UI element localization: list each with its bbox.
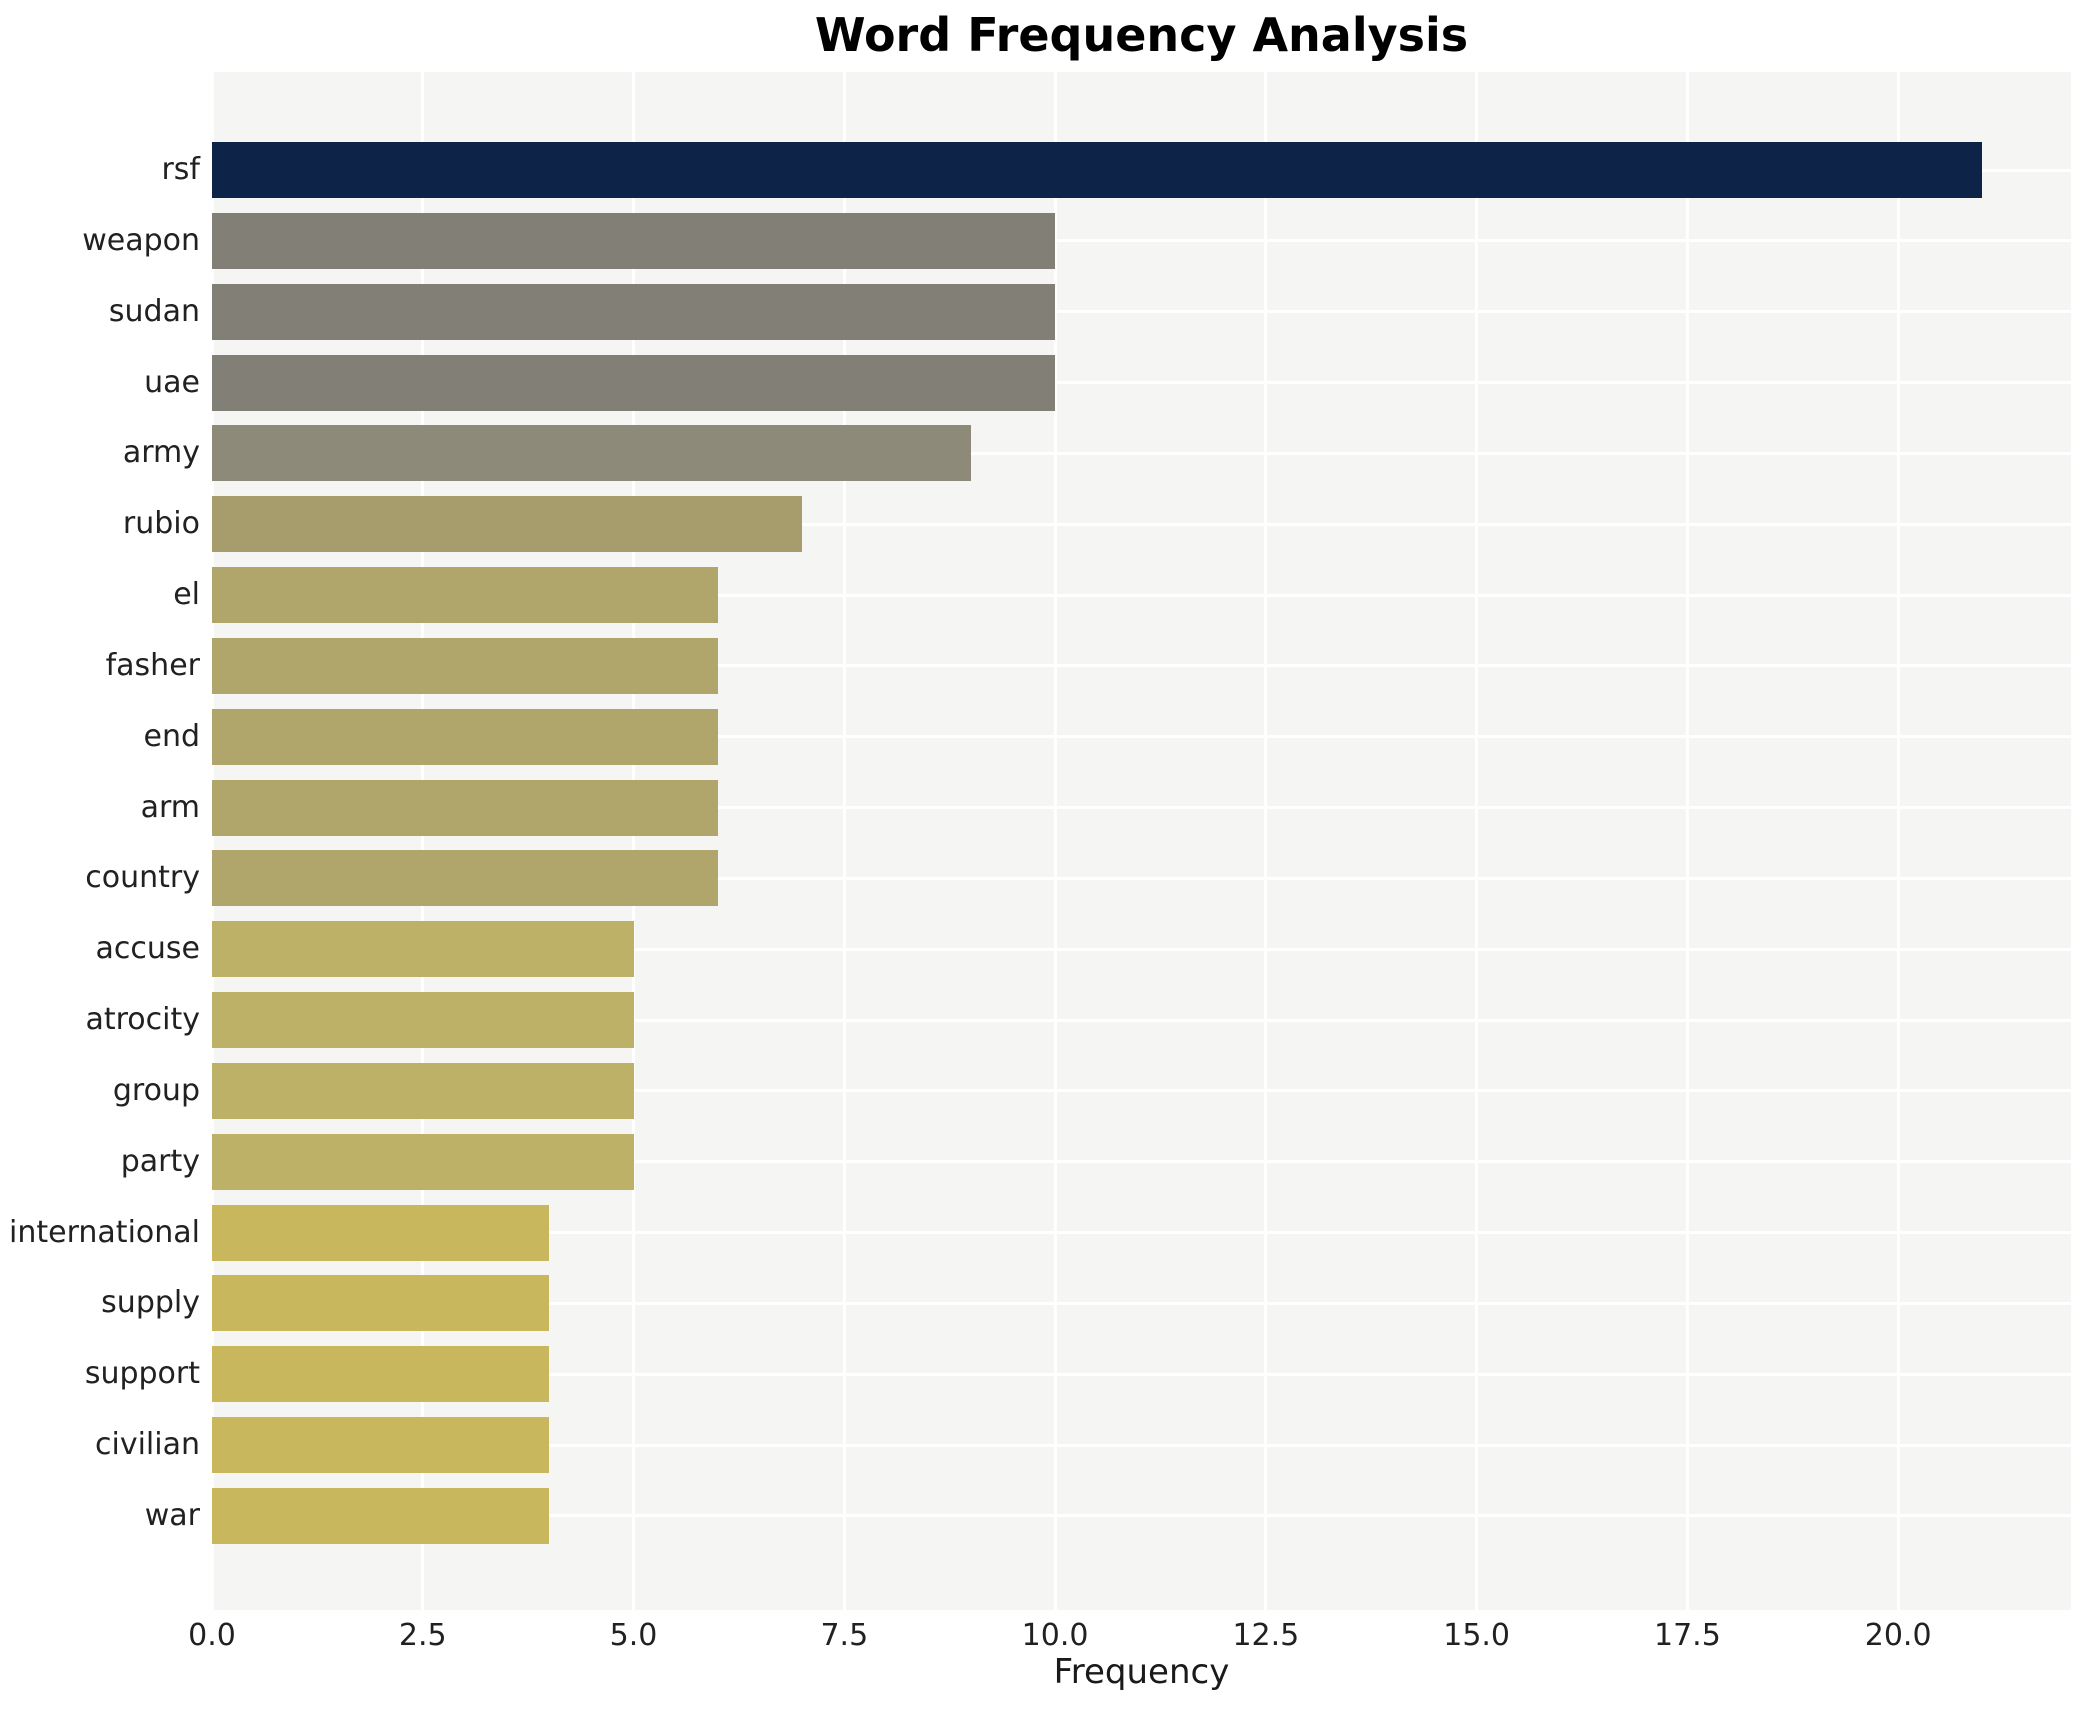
h-gridline-end <box>212 735 2071 739</box>
v-gridline-12.5 <box>1264 72 1268 1610</box>
y-tick-label-party: party <box>120 1143 200 1179</box>
bar-army <box>212 425 971 482</box>
bar-rubio <box>212 496 803 553</box>
y-tick-label-arm: arm <box>140 789 200 825</box>
bar-party <box>212 1133 634 1190</box>
y-tick-label-rsf: rsf <box>161 152 200 187</box>
bar-arm <box>212 779 718 836</box>
y-tick-label-fasher: fasher <box>105 647 200 683</box>
bar-el <box>212 567 718 624</box>
v-gridline-20.0 <box>1896 72 1900 1610</box>
bar-atrocity <box>212 992 634 1049</box>
x-tick-label-10.0: 10.0 <box>1021 1618 1089 1653</box>
bar-civilian <box>212 1417 550 1474</box>
bar-fasher <box>212 637 718 694</box>
v-gridline-15.0 <box>1475 72 1479 1610</box>
bar-country <box>212 850 718 907</box>
v-gridline-7.5 <box>842 72 846 1610</box>
h-gridline-atrocity <box>212 1018 2071 1022</box>
bar-sudan <box>212 283 1056 340</box>
bar-support <box>212 1346 550 1403</box>
v-gridline-5.0 <box>632 72 636 1610</box>
chart-title: Word Frequency Analysis <box>814 8 1469 62</box>
y-tick-label-country: country <box>85 860 200 896</box>
y-tick-label-group: group <box>112 1072 200 1108</box>
x-tick-label-0.0: 0.0 <box>188 1618 236 1653</box>
bar-accuse <box>212 921 634 978</box>
y-tick-label-civilian: civilian <box>95 1427 200 1463</box>
y-tick-label-atrocity: atrocity <box>85 1002 200 1038</box>
v-gridline-10.0 <box>1053 72 1057 1610</box>
x-tick-label-20.0: 20.0 <box>1864 1618 1932 1653</box>
bar-weapon <box>212 212 1056 269</box>
h-gridline-arm <box>212 806 2071 810</box>
h-gridline-support <box>212 1372 2071 1376</box>
bar-rsf <box>212 142 1983 198</box>
v-gridline-17.5 <box>1685 72 1689 1610</box>
bar-group <box>212 1062 634 1119</box>
x-tick-label-7.5: 7.5 <box>820 1618 869 1653</box>
h-gridline-rubio <box>212 522 2071 526</box>
x-tick-label-15.0: 15.0 <box>1443 1618 1511 1653</box>
x-tick-label-12.5: 12.5 <box>1232 1618 1300 1653</box>
h-gridline-fasher <box>212 664 2071 668</box>
y-tick-label-army: army <box>122 435 200 471</box>
bar-supply <box>212 1275 550 1332</box>
y-tick-label-el: el <box>173 577 200 613</box>
h-gridline-accuse <box>212 947 2071 951</box>
h-gridline-weapon <box>212 239 2071 243</box>
x-axis-label: Frequency <box>1053 1652 1230 1692</box>
y-tick-label-support: support <box>84 1356 200 1392</box>
h-gridline-army <box>212 451 2071 455</box>
y-tick-label-war: war <box>144 1497 200 1533</box>
h-gridline-international <box>212 1231 2071 1235</box>
h-gridline-party <box>212 1160 2071 1164</box>
h-gridline-el <box>212 593 2071 597</box>
h-gridline-civilian <box>212 1443 2071 1447</box>
bar-international <box>212 1204 550 1261</box>
x-tick-label-17.5: 17.5 <box>1653 1618 1721 1653</box>
y-tick-label-end: end <box>143 718 200 754</box>
v-gridline-2.5 <box>421 72 425 1610</box>
y-tick-label-uae: uae <box>144 364 200 400</box>
h-gridline-group <box>212 1089 2071 1093</box>
y-tick-label-supply: supply <box>101 1285 200 1321</box>
bar-war <box>212 1487 550 1544</box>
y-tick-label-accuse: accuse <box>95 931 200 967</box>
x-tick-label-2.5: 2.5 <box>398 1618 447 1653</box>
h-gridline-country <box>212 876 2071 880</box>
bar-end <box>212 708 718 765</box>
v-gridline-0.0 <box>210 72 214 1610</box>
bar-uae <box>212 354 1056 411</box>
plot-area <box>210 72 2071 1610</box>
y-tick-label-weapon: weapon <box>82 222 200 258</box>
h-gridline-sudan <box>212 310 2071 314</box>
h-gridline-uae <box>212 381 2071 385</box>
x-tick-label-5.0: 5.0 <box>609 1618 658 1653</box>
y-tick-label-international: international <box>9 1214 200 1250</box>
y-tick-label-sudan: sudan <box>108 293 200 329</box>
h-gridline-war <box>212 1514 2071 1518</box>
h-gridline-supply <box>212 1301 2071 1305</box>
y-tick-label-rubio: rubio <box>122 506 200 542</box>
